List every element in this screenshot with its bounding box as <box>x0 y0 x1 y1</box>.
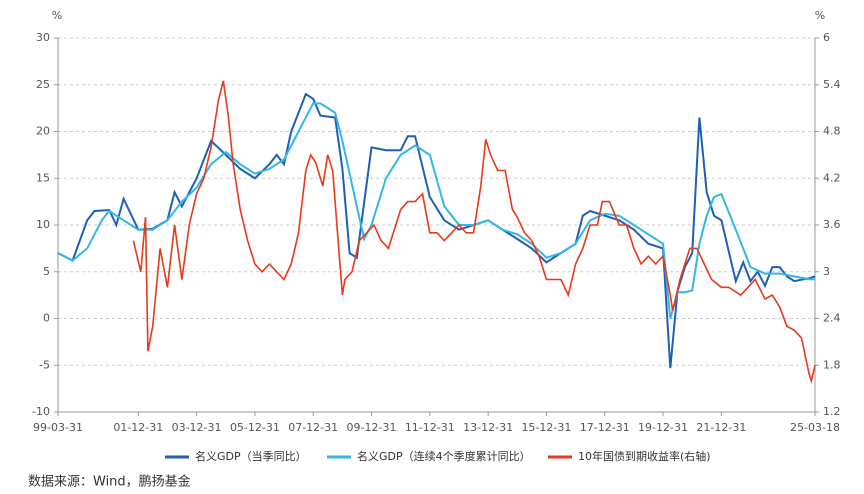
x-tick-label: 13-12-31 <box>463 421 513 434</box>
y-tick-label: 25 <box>36 78 50 91</box>
legend-label: 10年国债到期收益率(右轴) <box>578 449 711 463</box>
x-tick-label: 21-12-31 <box>696 421 746 434</box>
legend: 名义GDP（当季同比） 名义GDP（连续4个季度累计同比） 10年国债到期收益率(右… <box>165 449 711 463</box>
x-tick-label: 17-12-31 <box>580 421 630 434</box>
series-line <box>132 80 816 384</box>
series-line <box>57 92 816 369</box>
y-tick-label: 20 <box>36 125 50 138</box>
series-line <box>57 102 815 319</box>
y-tick-label: 0 <box>43 312 50 325</box>
y-tick-label: -10 <box>32 405 50 418</box>
source: 数据来源：Wind，鹏扬基金 <box>28 474 191 490</box>
x-tick-label: 25-03-18 <box>790 421 840 434</box>
y2-tick-label: 3.6 <box>823 218 841 231</box>
y2-tick-label: 4.2 <box>823 171 841 184</box>
x-tick-label: 15-12-31 <box>521 421 571 434</box>
x-tick-label: 03-12-31 <box>172 421 222 434</box>
y2-tick-label: 3 <box>823 265 830 278</box>
x-tick-label: 09-12-31 <box>347 421 397 434</box>
y2-tick-label: 1.2 <box>823 405 841 418</box>
x-tick-label: 11-12-31 <box>405 421 455 434</box>
y-unit: % <box>52 9 62 22</box>
x-tick-label: 07-12-31 <box>288 421 338 434</box>
y-tick-label: 10 <box>36 218 50 231</box>
y2-tick-label: 1.8 <box>823 358 841 371</box>
y2-tick-label: 6 <box>823 31 830 44</box>
y-tick-label: 5 <box>43 265 50 278</box>
y2-tick-label: 5.4 <box>823 78 841 91</box>
y-tick-label: -5 <box>39 358 50 371</box>
legend-label: 名义GDP（连续4个季度累计同比） <box>357 449 531 463</box>
x-tick-label: 19-12-31 <box>638 421 688 434</box>
y-tick-label: 30 <box>36 31 50 44</box>
y2-unit: % <box>815 9 825 22</box>
y-tick-label: 15 <box>36 171 50 184</box>
x-tick-label: 01-12-31 <box>113 421 163 434</box>
y2-tick-label: 4.8 <box>823 125 841 138</box>
x-tick-label: 99-03-31 <box>33 421 83 434</box>
x-tick-label: 05-12-31 <box>230 421 280 434</box>
legend-label: 名义GDP（当季同比） <box>195 449 307 463</box>
y2-tick-label: 2.4 <box>823 312 841 325</box>
